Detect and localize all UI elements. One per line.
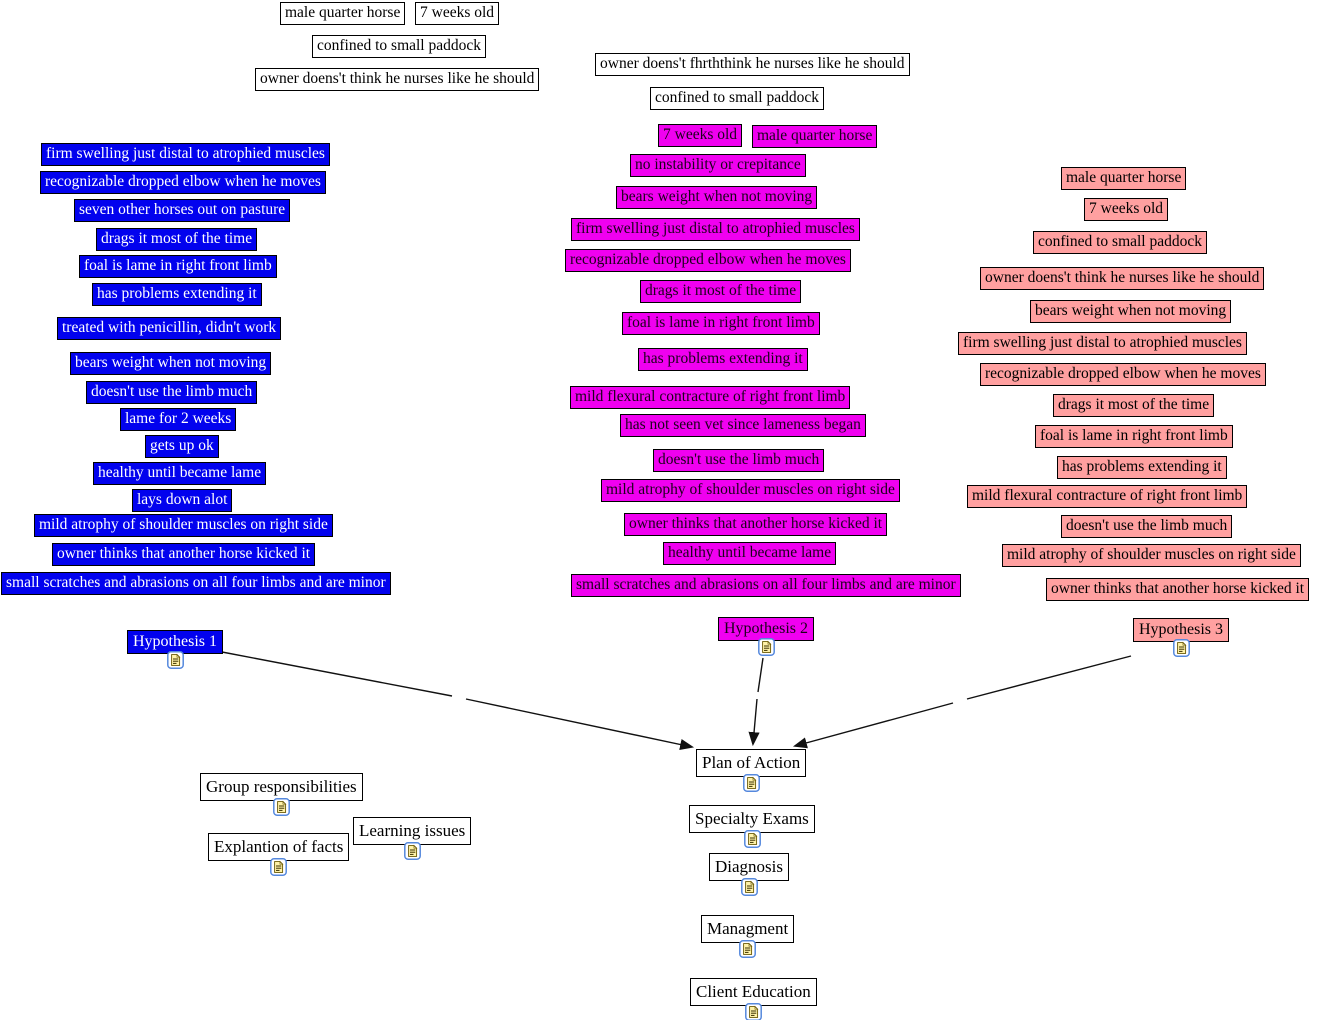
fact-blue[interactable]: has problems extending it — [92, 283, 262, 306]
group-responsibilities-node-annotation-icon[interactable] — [273, 798, 290, 816]
fact-magenta[interactable]: 7 weeks old — [658, 124, 743, 147]
fact-pink[interactable]: owner doens't think he nurses like he sh… — [980, 267, 1265, 290]
annotation-document-icon — [742, 774, 760, 792]
annotation-document-icon — [166, 651, 184, 669]
learning-issues-node[interactable]: Learning issues — [353, 817, 472, 845]
fact-magenta[interactable]: mild atrophy of shoulder muscles on righ… — [601, 479, 900, 502]
annotation-document-icon — [1172, 639, 1190, 657]
explantion-of-facts-node[interactable]: Explantion of facts — [208, 833, 350, 861]
annotation-document-icon — [403, 842, 421, 860]
edge-hypothesis-3-to-plan — [966, 655, 1132, 700]
fact-blue[interactable]: foal is lame in right front limb — [79, 255, 277, 278]
fact-blue[interactable]: healthy until became lame — [93, 462, 267, 485]
fact-magenta[interactable]: owner thinks that another horse kicked i… — [624, 513, 888, 536]
fact-pink[interactable]: drags it most of the time — [1053, 394, 1215, 417]
fact-nurses-top[interactable]: owner doens't think he nurses like he sh… — [255, 68, 540, 91]
fact-pink[interactable]: foal is lame in right front limb — [1035, 425, 1233, 448]
learning-issues-node-annotation-icon[interactable] — [403, 842, 421, 860]
fact-pink[interactable]: mild atrophy of shoulder muscles on righ… — [1002, 544, 1301, 567]
fact-blue[interactable]: lays down alot — [132, 489, 233, 512]
hypothesis-1-node-annotation-icon[interactable] — [166, 651, 184, 669]
fact-blue[interactable]: small scratches and abrasions on all fou… — [1, 572, 391, 595]
fact-magenta[interactable]: healthy until became lame — [663, 542, 837, 565]
specialty-exams-node[interactable]: Specialty Exams — [689, 805, 815, 833]
group-responsibilities-node[interactable]: Group responsibilities — [200, 773, 363, 801]
explantion-of-facts-node-annotation-icon[interactable] — [270, 858, 287, 876]
plan-of-action-node[interactable]: Plan of Action — [696, 749, 807, 777]
fact-magenta[interactable]: foal is lame in right front limb — [622, 312, 820, 335]
fact-magenta[interactable]: bears weight when not moving — [616, 186, 818, 209]
managment-node[interactable]: Managment — [701, 915, 795, 943]
fact-blue[interactable]: bears weight when not moving — [70, 352, 272, 375]
fact-nurses-mid[interactable]: owner doens't fhrththink he nurses like … — [595, 53, 910, 76]
fact-pink[interactable]: owner thinks that another horse kicked i… — [1046, 578, 1310, 601]
fact-magenta[interactable]: has problems extending it — [638, 348, 808, 371]
fact-blue[interactable]: firm swelling just distal to atrophied m… — [41, 143, 330, 166]
edge-hypothesis-1-to-plan — [221, 651, 453, 697]
annotation-document-icon — [270, 858, 287, 876]
fact-magenta[interactable]: male quarter horse — [752, 125, 878, 148]
fact-blue[interactable]: treated with penicillin, didn't work — [57, 317, 282, 340]
edge-hypothesis-1-to-plan — [465, 698, 695, 751]
hypothesis-3-node[interactable]: Hypothesis 3 — [1133, 618, 1229, 642]
edge-hypothesis-3-to-plan — [792, 702, 954, 749]
fact-pink[interactable]: recognizable dropped elbow when he moves — [980, 363, 1266, 386]
fact-pink[interactable]: has problems extending it — [1057, 456, 1227, 479]
specialty-exams-node-annotation-icon[interactable] — [743, 830, 761, 848]
diagnosis-node-annotation-icon[interactable] — [740, 878, 758, 896]
hypothesis-3-node-annotation-icon[interactable] — [1172, 639, 1190, 657]
client-education-node[interactable]: Client Education — [690, 978, 817, 1006]
hypothesis-2-node[interactable]: Hypothesis 2 — [718, 617, 814, 641]
fact-magenta[interactable]: no instability or crepitance — [630, 154, 806, 177]
fact-magenta[interactable]: doesn't use the limb much — [653, 449, 825, 472]
edge-hypothesis-2-to-plan — [748, 698, 760, 747]
fact-magenta[interactable]: recognizable dropped elbow when he moves — [565, 249, 851, 272]
fact-blue[interactable]: doesn't use the limb much — [86, 381, 258, 404]
annotation-document-icon — [757, 638, 775, 656]
fact-male-quarter-horse-top[interactable]: male quarter horse — [280, 2, 406, 25]
fact-blue[interactable]: gets up ok — [145, 435, 219, 458]
fact-confined-paddock-mid[interactable]: confined to small paddock — [650, 87, 824, 110]
fact-magenta[interactable]: mild flexural contracture of right front… — [570, 386, 851, 409]
fact-magenta[interactable]: small scratches and abrasions on all fou… — [571, 574, 961, 597]
fact-pink[interactable]: firm swelling just distal to atrophied m… — [958, 332, 1247, 355]
fact-blue[interactable]: seven other horses out on pasture — [74, 199, 291, 222]
fact-pink[interactable]: confined to small paddock — [1033, 231, 1207, 254]
fact-magenta[interactable]: firm swelling just distal to atrophied m… — [571, 218, 860, 241]
fact-7-weeks-old-top[interactable]: 7 weeks old — [415, 2, 500, 25]
client-education-node-annotation-icon[interactable] — [745, 1003, 762, 1020]
edge-hypothesis-2-to-plan — [757, 657, 764, 693]
annotation-document-icon — [739, 940, 756, 958]
diagnosis-node[interactable]: Diagnosis — [709, 853, 789, 881]
managment-node-annotation-icon[interactable] — [739, 940, 756, 958]
hypothesis-1-node[interactable]: Hypothesis 1 — [127, 630, 223, 654]
fact-pink[interactable]: male quarter horse — [1061, 167, 1187, 190]
fact-magenta[interactable]: has not seen vet since lameness began — [620, 414, 866, 437]
annotation-document-icon — [273, 798, 290, 816]
annotation-document-icon — [745, 1003, 762, 1020]
fact-magenta[interactable]: drags it most of the time — [640, 280, 802, 303]
fact-blue[interactable]: mild atrophy of shoulder muscles on righ… — [34, 514, 333, 537]
fact-confined-paddock-top[interactable]: confined to small paddock — [312, 35, 486, 58]
fact-pink[interactable]: bears weight when not moving — [1030, 300, 1232, 323]
fact-blue[interactable]: recognizable dropped elbow when he moves — [40, 171, 326, 194]
annotation-document-icon — [743, 830, 761, 848]
fact-blue[interactable]: owner thinks that another horse kicked i… — [52, 543, 316, 566]
fact-pink[interactable]: mild flexural contracture of right front… — [967, 485, 1248, 508]
hypothesis-2-node-annotation-icon[interactable] — [757, 638, 775, 656]
plan-of-action-node-annotation-icon[interactable] — [742, 774, 760, 792]
fact-pink[interactable]: 7 weeks old — [1084, 198, 1169, 221]
fact-blue[interactable]: lame for 2 weeks — [120, 408, 237, 431]
fact-blue[interactable]: drags it most of the time — [96, 228, 258, 251]
fact-pink[interactable]: doesn't use the limb much — [1061, 515, 1233, 538]
annotation-document-icon — [740, 878, 758, 896]
